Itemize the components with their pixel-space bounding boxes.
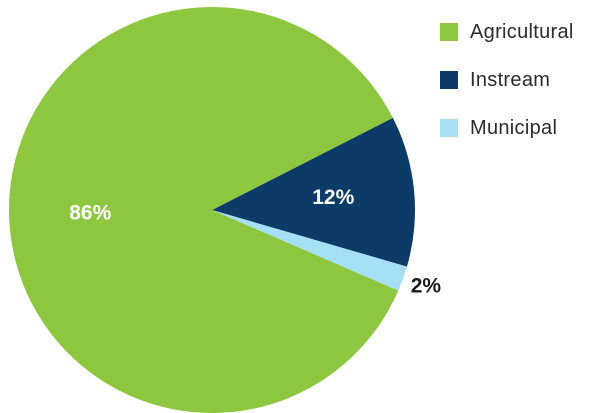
data-label-instream: 12% [312,186,354,209]
legend-label-agricultural: Agricultural [470,20,574,43]
slice-municipal [212,210,407,291]
data-label-agricultural: 86% [69,201,111,224]
slice-agricultural [9,7,399,413]
pie-slices [9,7,415,413]
legend-swatch-municipal [440,119,458,137]
legend-swatch-instream [440,71,458,89]
legend-item-municipal: Municipal [440,116,574,140]
legend-swatch-agricultural [440,23,458,41]
slice-instream [212,117,415,267]
legend-item-agricultural: Agricultural [440,20,574,44]
legend-label-municipal: Municipal [470,116,558,139]
legend-item-instream: Instream [440,68,574,92]
data-label-municipal: 2% [411,275,442,298]
legend: Agricultural Instream Municipal [440,20,574,164]
pie-data-labels: 86% 12% 2% [69,186,441,297]
legend-label-instream: Instream [470,68,551,91]
